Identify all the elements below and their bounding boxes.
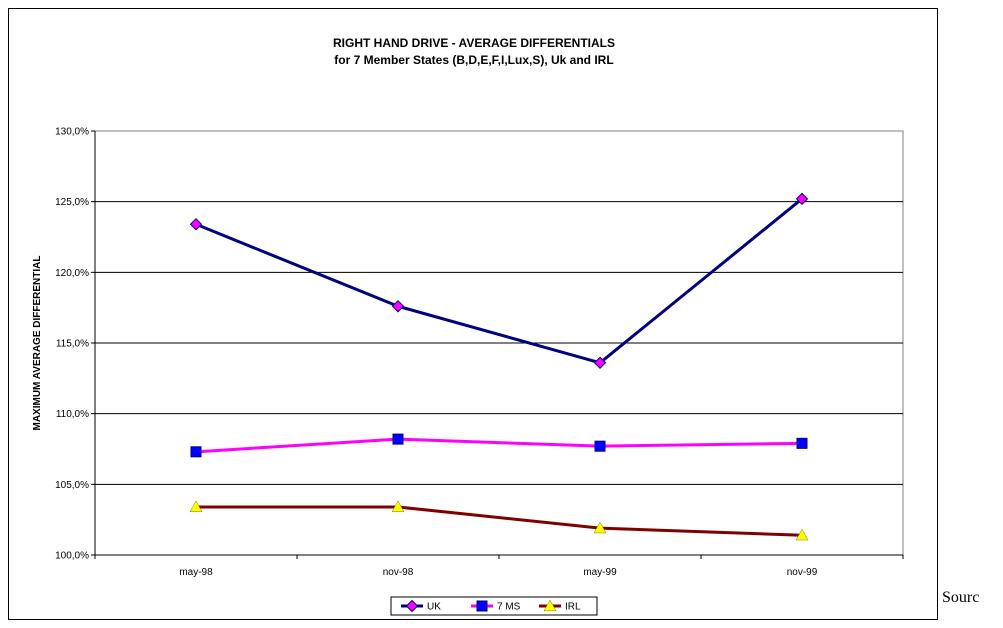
y-tick-label: 100,0% [55, 551, 89, 562]
y-tick-label: 125,0% [55, 197, 89, 208]
data-point [593, 356, 607, 369]
series-line [195, 437, 803, 454]
data-point [189, 500, 203, 512]
y-tick-label: 115,0% [56, 339, 89, 350]
legend-marker [476, 600, 488, 612]
x-tick-label: may-98 [179, 567, 213, 578]
series-line [195, 197, 803, 365]
series [189, 192, 809, 541]
legend-marker [543, 599, 557, 612]
data-point [391, 500, 405, 512]
y-tick-label: 120,0% [55, 268, 89, 279]
data-point [593, 521, 607, 534]
data-point [391, 300, 405, 313]
chart-title: RIGHT HAND DRIVE - AVERAGE DIFFERENTIALS [333, 36, 615, 50]
line-chart: RIGHT HAND DRIVE - AVERAGE DIFFERENTIALS… [32, 36, 904, 616]
y-tick-label: 105,0% [55, 480, 89, 491]
chart-subtitle: for 7 Member States (B,D,E,F,I,Lux,S), U… [334, 53, 613, 67]
y-axis-label: MAXIMUM AVERAGE DIFFERENTIAL [32, 256, 43, 431]
series-line [196, 505, 803, 537]
x-tick-label: may-99 [583, 567, 617, 578]
legend-label: IRL [565, 602, 581, 613]
legend-marker [405, 599, 419, 613]
data-point [795, 528, 809, 541]
data-point [594, 440, 606, 452]
x-tick-label: nov-98 [383, 567, 414, 578]
gridlines [95, 201, 903, 485]
y-tick-label: 110,0% [56, 409, 89, 420]
data-point [795, 192, 809, 206]
axes [91, 130, 904, 559]
tick-labels: 100,0% 105,0% 110,0% 115,0% 120,0% 125,0% 130,… [55, 127, 818, 579]
data-point [190, 446, 202, 458]
data-point [189, 218, 203, 231]
data-point [392, 433, 404, 445]
chart-frame: RIGHT HAND DRIVE - AVERAGE DIFFERENTIALS… [8, 8, 938, 620]
data-point [796, 437, 808, 449]
legend: UK 7 MS IRL [390, 596, 598, 616]
x-tick-label: nov-99 [787, 567, 818, 578]
y-tick-label: 130,0% [55, 127, 89, 138]
legend-label: 7 MS [497, 602, 521, 613]
legend-label: UK [427, 602, 441, 613]
trailing-text: Sourc [942, 589, 980, 606]
